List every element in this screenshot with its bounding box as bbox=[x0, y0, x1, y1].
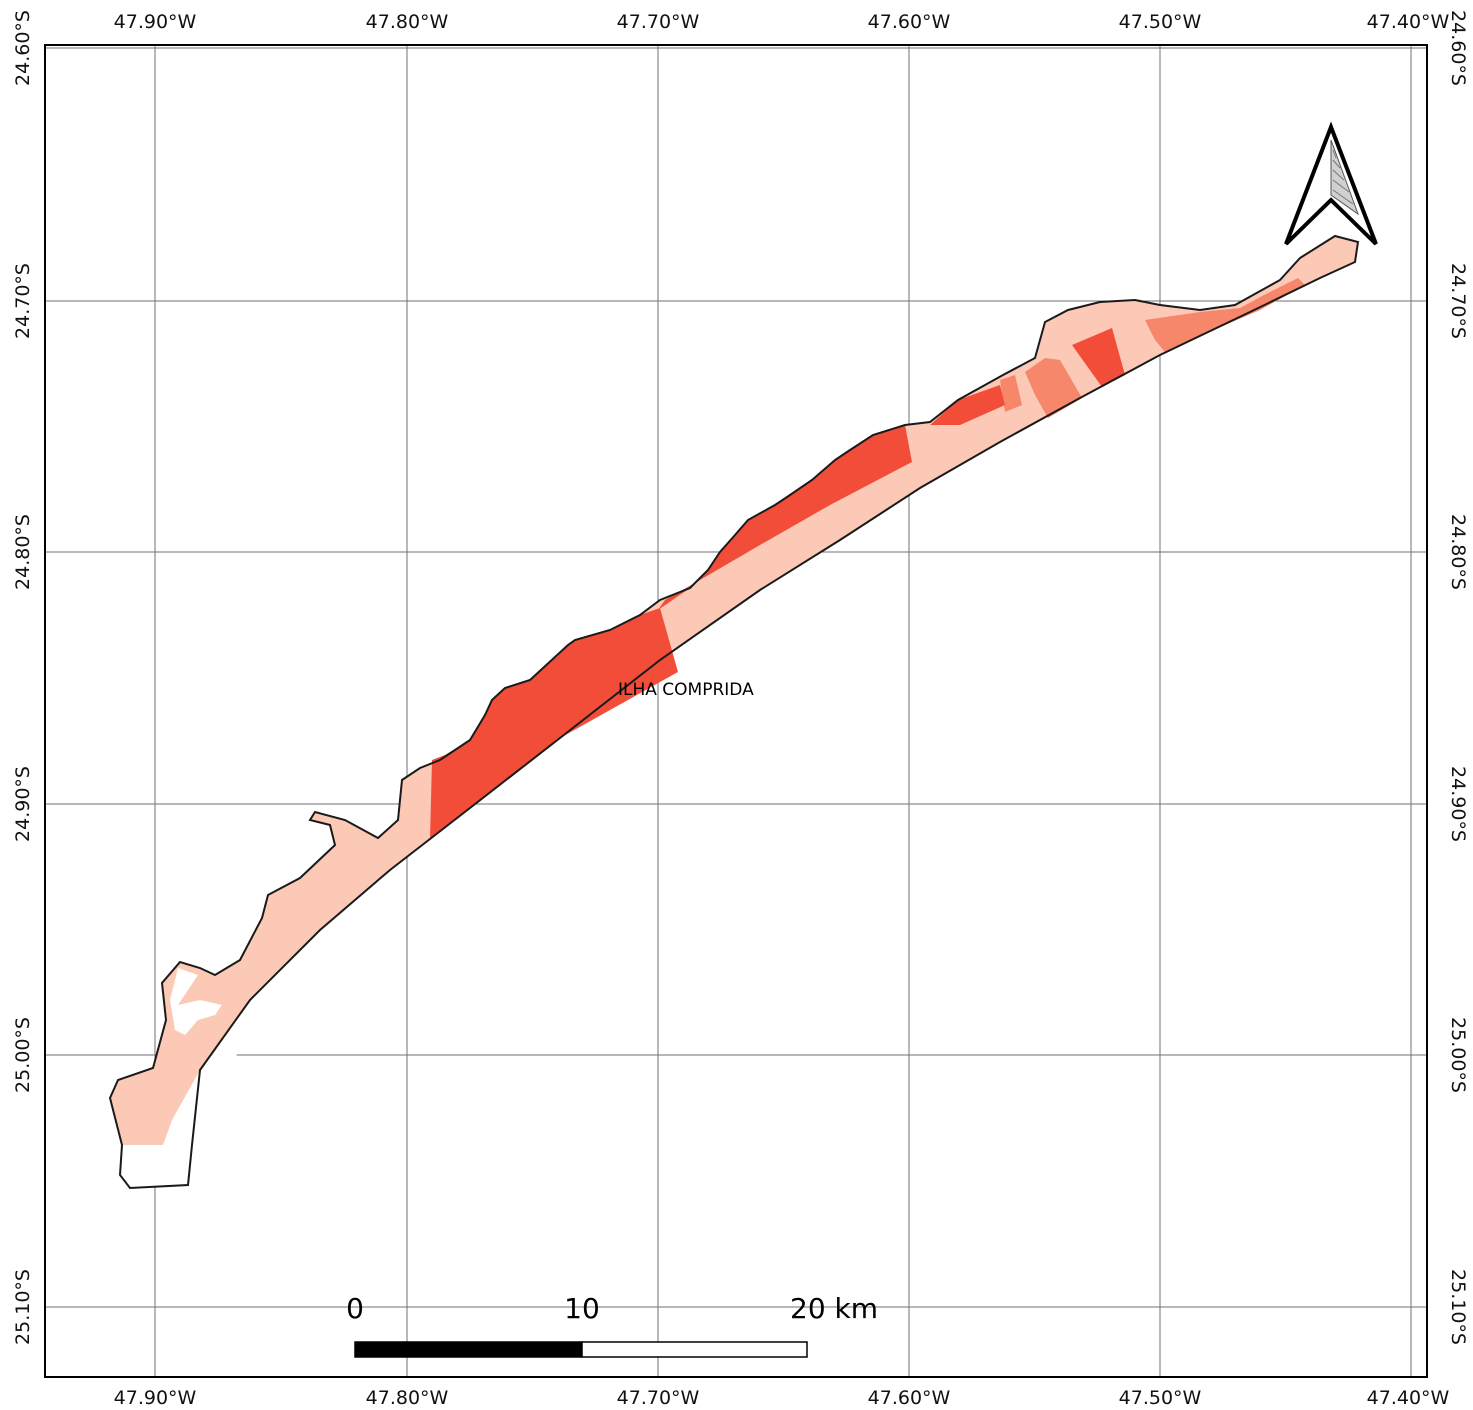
longitude-label: 47.80°W bbox=[366, 1387, 449, 1409]
latitude-label: 25.10°S bbox=[1447, 1269, 1469, 1345]
longitude-labels-bottom: 47.90°W 47.80°W 47.70°W 47.60°W 47.50°W … bbox=[114, 1387, 1450, 1409]
longitude-label: 47.40°W bbox=[1367, 1387, 1450, 1409]
scale-bar-label: 20 km bbox=[790, 1292, 878, 1325]
longitude-label: 47.70°W bbox=[617, 1387, 700, 1409]
island-high-class-area bbox=[658, 425, 912, 610]
latitude-labels-right: 24.60°S 24.70°S 24.80°S 24.90°S 25.00°S … bbox=[1447, 10, 1469, 1345]
island-high-class-area bbox=[1072, 328, 1125, 387]
longitude-label: 47.60°W bbox=[868, 11, 951, 33]
island-southwest-tip-white bbox=[120, 1145, 192, 1188]
latitude-label: 24.80°S bbox=[12, 514, 34, 590]
latitude-label: 25.10°S bbox=[12, 1269, 34, 1345]
scale-bar-label: 0 bbox=[346, 1292, 364, 1325]
island-high-class-area bbox=[430, 608, 678, 840]
longitude-label: 47.80°W bbox=[366, 11, 449, 33]
scale-bar-label: 10 bbox=[564, 1292, 600, 1325]
latitude-label: 24.80°S bbox=[1447, 514, 1469, 590]
latitude-label: 24.60°S bbox=[1447, 10, 1469, 86]
longitude-label: 47.50°W bbox=[1119, 1387, 1202, 1409]
island-mid-class-patch bbox=[1025, 358, 1082, 418]
longitude-labels-top: 47.90°W 47.80°W 47.70°W 47.60°W 47.50°W … bbox=[114, 11, 1450, 33]
island-unclassified-beach bbox=[163, 900, 380, 1145]
longitude-label: 47.60°W bbox=[868, 1387, 951, 1409]
latitude-label: 24.70°S bbox=[1447, 263, 1469, 339]
latitude-label: 24.60°S bbox=[12, 10, 34, 86]
north-arrow-icon bbox=[1284, 121, 1378, 246]
latitude-labels-left: 24.60°S 24.70°S 24.80°S 24.90°S 25.00°S … bbox=[12, 10, 34, 1345]
longitude-label: 47.90°W bbox=[114, 11, 197, 33]
latitude-label: 24.90°S bbox=[12, 766, 34, 842]
map-frame bbox=[44, 44, 1428, 1378]
ilha-comprida-island bbox=[108, 234, 1360, 1190]
island-high-class-area bbox=[930, 385, 1005, 425]
island-mid-class-patch bbox=[1145, 278, 1305, 352]
latitude-label: 24.70°S bbox=[12, 263, 34, 339]
longitude-label: 47.70°W bbox=[617, 11, 700, 33]
longitude-label: 47.90°W bbox=[114, 1387, 197, 1409]
longitude-label: 47.40°W bbox=[1367, 11, 1450, 33]
scale-bar: 0 10 20 km bbox=[346, 1292, 878, 1358]
latitude-label: 25.00°S bbox=[1447, 1017, 1469, 1093]
latitude-label: 25.00°S bbox=[12, 1017, 34, 1093]
latitude-label: 24.90°S bbox=[1447, 766, 1469, 842]
island-mid-class-patch bbox=[1000, 375, 1022, 412]
place-label-ilha-comprida: ILHA COMPRIDA bbox=[618, 680, 754, 700]
island-unclassified-inlet bbox=[170, 968, 222, 1035]
island-coastline bbox=[108, 234, 1360, 1190]
longitude-label: 47.50°W bbox=[1119, 11, 1202, 33]
